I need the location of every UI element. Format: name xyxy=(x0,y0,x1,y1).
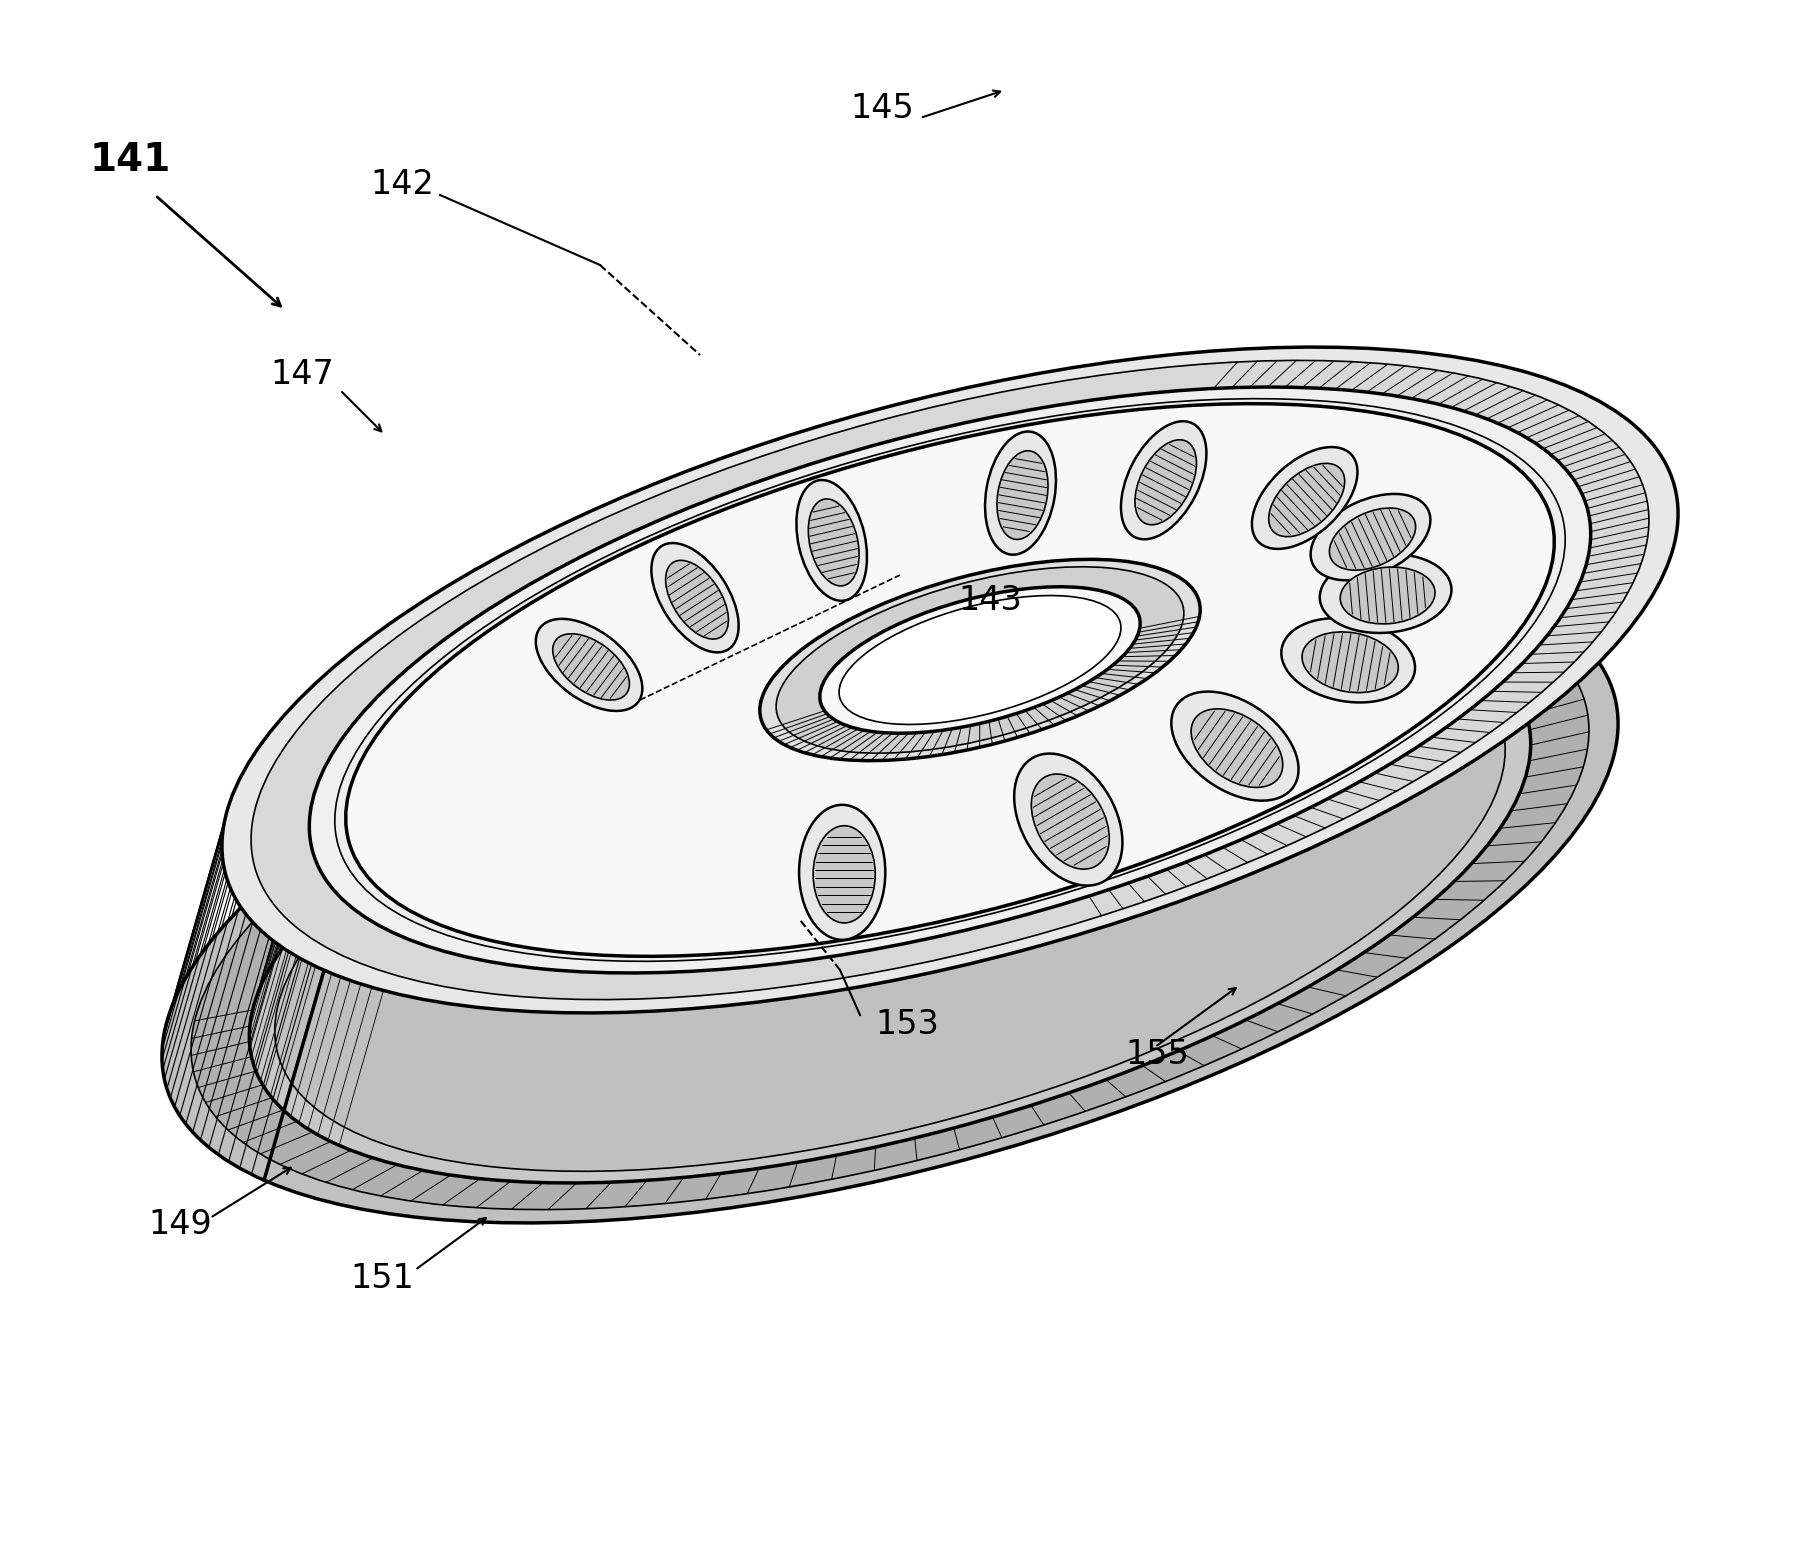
Ellipse shape xyxy=(335,398,1565,961)
Ellipse shape xyxy=(1135,440,1197,525)
Ellipse shape xyxy=(1120,421,1206,540)
Ellipse shape xyxy=(276,608,1505,1171)
Ellipse shape xyxy=(814,826,876,923)
Ellipse shape xyxy=(553,634,629,701)
Ellipse shape xyxy=(221,347,1679,1012)
Text: 143: 143 xyxy=(957,583,1023,617)
Text: 145: 145 xyxy=(850,91,914,125)
Ellipse shape xyxy=(1282,619,1414,702)
Ellipse shape xyxy=(1329,508,1416,571)
Ellipse shape xyxy=(537,619,642,711)
Text: 155: 155 xyxy=(1126,1038,1189,1071)
Ellipse shape xyxy=(1340,568,1436,623)
Ellipse shape xyxy=(839,596,1120,725)
Ellipse shape xyxy=(190,571,1588,1210)
Ellipse shape xyxy=(1311,494,1430,580)
Ellipse shape xyxy=(760,559,1200,761)
Ellipse shape xyxy=(1253,447,1358,549)
Text: 141: 141 xyxy=(91,140,170,179)
Ellipse shape xyxy=(1320,554,1452,633)
Ellipse shape xyxy=(1171,691,1298,801)
Text: 142: 142 xyxy=(370,168,433,202)
Ellipse shape xyxy=(800,805,885,940)
Ellipse shape xyxy=(250,597,1530,1183)
Ellipse shape xyxy=(651,543,738,653)
Ellipse shape xyxy=(997,451,1048,540)
Ellipse shape xyxy=(346,404,1554,957)
Ellipse shape xyxy=(1032,775,1110,869)
Text: 151: 151 xyxy=(350,1262,413,1295)
Ellipse shape xyxy=(796,480,867,600)
Text: 153: 153 xyxy=(876,1009,939,1042)
Ellipse shape xyxy=(310,387,1590,974)
Ellipse shape xyxy=(809,498,859,586)
Ellipse shape xyxy=(819,586,1140,733)
Ellipse shape xyxy=(250,361,1650,1000)
Ellipse shape xyxy=(776,566,1184,753)
Text: 147: 147 xyxy=(270,358,334,392)
Ellipse shape xyxy=(984,432,1055,554)
Text: 149: 149 xyxy=(149,1208,212,1242)
Ellipse shape xyxy=(665,560,729,639)
Ellipse shape xyxy=(1013,753,1122,886)
Ellipse shape xyxy=(1302,633,1398,693)
Ellipse shape xyxy=(1269,463,1345,537)
Ellipse shape xyxy=(161,557,1617,1224)
Ellipse shape xyxy=(1191,708,1284,787)
